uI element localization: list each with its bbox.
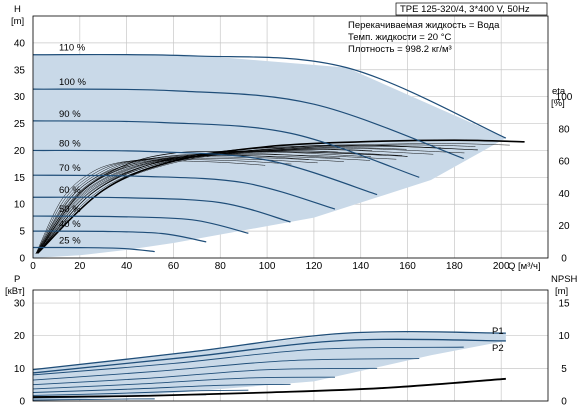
x-tick-label: 100 bbox=[259, 261, 276, 272]
p-tick-label: 10 bbox=[14, 364, 26, 375]
npsh-tick-label: 15 bbox=[558, 299, 570, 310]
y-axis-unit-m: [m] bbox=[11, 16, 24, 27]
speed-curve-label: 25 % bbox=[59, 236, 81, 247]
eta-curve-variant bbox=[37, 155, 371, 254]
npsh-tick-label: 0 bbox=[561, 397, 567, 408]
power-curve-p1 bbox=[32, 331, 506, 371]
speed-curve-label: 60 % bbox=[59, 185, 81, 196]
speed-curve bbox=[32, 88, 464, 160]
speed-curve bbox=[32, 196, 291, 223]
y-tick-label: 25 bbox=[14, 119, 26, 130]
x-tick-label: 180 bbox=[446, 261, 463, 272]
series-label-p2: P2 bbox=[492, 343, 504, 354]
power-curve-p2 bbox=[32, 338, 506, 374]
eta-curve-variant bbox=[37, 144, 476, 254]
power-curves bbox=[32, 331, 506, 401]
y-axis-label-p: P bbox=[14, 274, 20, 285]
x-axis-label: Q [м³/ч] bbox=[508, 261, 541, 272]
bottom-plot-frame bbox=[32, 289, 549, 402]
y-tick-label: 15 bbox=[14, 173, 26, 184]
speed-curve bbox=[32, 120, 420, 178]
y2-axis-unit: [%] bbox=[551, 98, 565, 109]
speed-curve bbox=[32, 149, 378, 196]
x-tick-label: 140 bbox=[352, 261, 369, 272]
eta-curve-variant bbox=[36, 153, 340, 254]
y-axis-label-h: H bbox=[14, 4, 21, 15]
annotation-density: Плотность = 998.2 кг/м³ bbox=[348, 44, 452, 55]
speed-curve-label: 90 % bbox=[59, 109, 81, 120]
x-tick-label: 20 bbox=[74, 261, 86, 272]
x-tick-label: 0 bbox=[30, 261, 36, 272]
power-curve bbox=[32, 376, 335, 390]
power-curve bbox=[32, 389, 249, 396]
p-tick-label: 0 bbox=[19, 397, 25, 408]
x-tick-label: 80 bbox=[215, 261, 227, 272]
power-curve bbox=[32, 358, 420, 381]
eta-curve-variant bbox=[37, 143, 510, 254]
y2-tick-label: 20 bbox=[558, 221, 570, 232]
eta-curve-variant bbox=[36, 146, 442, 254]
y-tick-label: 40 bbox=[14, 38, 26, 49]
x-tick-label: 120 bbox=[306, 261, 323, 272]
power-curve bbox=[32, 383, 291, 393]
speed-curve bbox=[32, 246, 155, 253]
annotation-fluid: Перекачиваемая жидкость = Вода bbox=[348, 20, 500, 31]
p-tick-label: 20 bbox=[14, 331, 26, 342]
y-tick-label: 35 bbox=[14, 65, 26, 76]
y-tick-label: 5 bbox=[19, 227, 25, 238]
x-tick-label: 200 bbox=[493, 261, 510, 272]
y2-axis-label-npsh: NPSH bbox=[551, 274, 578, 285]
y2-tick-label: 60 bbox=[558, 157, 570, 168]
y-tick-label: 30 bbox=[14, 92, 26, 103]
power-curve bbox=[32, 346, 464, 376]
eta-curve-variant bbox=[36, 148, 373, 254]
y2-axis-unit-m: [m] bbox=[555, 286, 568, 297]
top-plot-frame bbox=[32, 15, 549, 259]
speed-curve-label: 100 % bbox=[59, 77, 86, 88]
y-tick-label: 0 bbox=[19, 254, 25, 265]
y2-axis-label-eta: eta bbox=[552, 86, 566, 97]
x-tick-labels: 0 20 40 60 80 100 120 140 160 180 200 bbox=[30, 261, 510, 272]
operating-area-bottom bbox=[33, 333, 506, 401]
speed-curve-label: 80 % bbox=[59, 138, 81, 149]
speed-curve bbox=[32, 174, 336, 210]
eta-curve bbox=[37, 150, 408, 254]
y2-tick-label: 40 bbox=[558, 189, 570, 200]
y2-tick-label: 100 bbox=[556, 92, 573, 103]
speed-curve-label: 40 % bbox=[59, 219, 81, 230]
npsh-curve bbox=[32, 377, 506, 398]
speed-curve-label: 50 % bbox=[59, 204, 81, 215]
y2-tick-label: 0 bbox=[561, 254, 567, 265]
eta-curve bbox=[37, 139, 525, 254]
eta-curve-variant bbox=[35, 150, 338, 254]
speed-curves: 110 % 100 % 90 % 80 % 70 % 60 % 50 % 40 % 25 % bbox=[32, 43, 507, 253]
eta-curve-variant bbox=[35, 154, 309, 254]
speed-curve bbox=[32, 53, 507, 139]
y-axis-unit-kw: [кВт] bbox=[5, 286, 25, 297]
x-tick-label: 40 bbox=[121, 261, 133, 272]
p-tick-label: 30 bbox=[14, 299, 26, 310]
x-tick-label: 60 bbox=[168, 261, 180, 272]
speed-curve bbox=[32, 230, 207, 243]
power-curve bbox=[32, 367, 378, 386]
speed-curve bbox=[32, 215, 249, 234]
power-curve bbox=[32, 398, 155, 401]
npsh-tick-label: 5 bbox=[561, 364, 567, 375]
speed-curve-label: 70 % bbox=[59, 163, 81, 174]
npsh-tick-label: 10 bbox=[558, 331, 570, 342]
top-tick-labels: 0 5 10 15 20 25 30 35 40 0 20 40 60 80 100 bbox=[14, 38, 573, 264]
chart-title: TPE 125-320/4, 3*400 V, 50Hz bbox=[400, 4, 530, 15]
y-tick-label: 20 bbox=[14, 146, 26, 157]
y-tick-label: 10 bbox=[14, 200, 26, 211]
x-tick-label: 160 bbox=[399, 261, 416, 272]
y2-tick-label: 80 bbox=[558, 124, 570, 135]
bottom-tick-labels: 0 10 20 30 0 5 10 15 bbox=[14, 299, 570, 408]
legend-box: TPE 125-320/4, 3*400 V, 50Hz Перекачивае… bbox=[348, 2, 548, 55]
series-label-p1: P1 bbox=[492, 326, 504, 337]
annotation-temp: Темп. жидкости = 20 °C bbox=[348, 32, 451, 43]
speed-curve-label: 110 % bbox=[59, 43, 86, 54]
